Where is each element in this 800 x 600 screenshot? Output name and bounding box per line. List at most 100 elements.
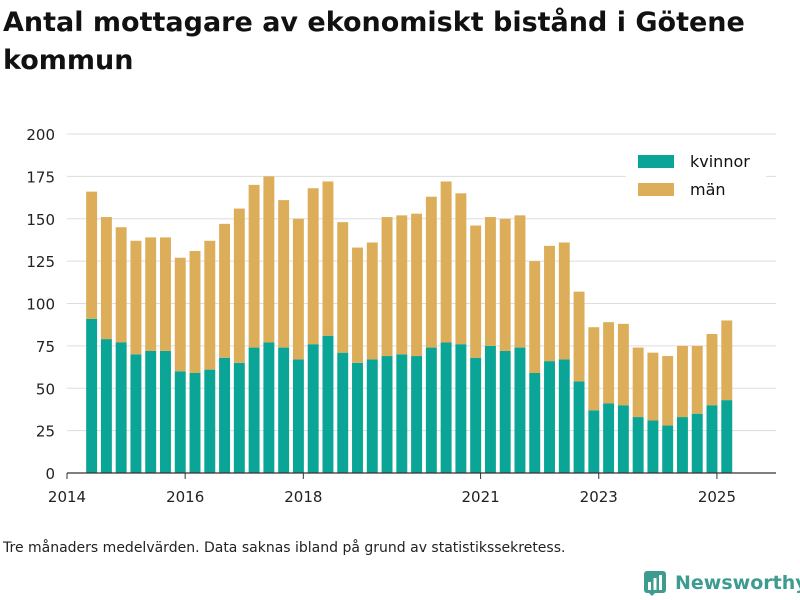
bar-man: [366, 242, 378, 360]
bar-man: [233, 208, 245, 363]
bar-kvinnor: [499, 350, 511, 473]
bar-kvinnor: [278, 347, 290, 473]
y-tick-label: 0: [45, 465, 55, 483]
bar-kvinnor: [219, 357, 231, 473]
y-tick-label: 100: [26, 296, 55, 314]
bar-man: [573, 291, 585, 382]
bar-man: [425, 196, 437, 348]
bar-kvinnor: [322, 335, 334, 473]
bar-kvinnor: [691, 413, 703, 473]
bars: [86, 176, 733, 473]
y-tick-label: 150: [26, 211, 55, 229]
bar-man: [514, 215, 526, 348]
x-tick-label: 2021: [461, 488, 499, 506]
bar-man: [470, 225, 482, 358]
bar-man: [381, 217, 393, 357]
bar-man: [484, 217, 496, 346]
bar-kvinnor: [706, 405, 718, 473]
bar-man: [337, 222, 349, 353]
y-tick-label: 200: [26, 126, 55, 144]
bar-kvinnor: [174, 371, 186, 473]
bar-kvinnor: [455, 344, 467, 473]
legend: kvinnor män: [626, 146, 766, 204]
bar-kvinnor: [352, 362, 363, 473]
bar-man: [617, 323, 629, 406]
bar-kvinnor: [233, 362, 245, 473]
brand-name: Newsworthy: [675, 572, 800, 594]
bar-man: [721, 320, 733, 401]
bar-man: [411, 213, 423, 357]
bar-man: [248, 184, 260, 348]
bar-kvinnor: [100, 339, 112, 473]
y-tick-label: 75: [36, 338, 55, 356]
bar-kvinnor: [662, 425, 674, 473]
bar-kvinnor: [337, 352, 349, 473]
bar-kvinnor: [130, 354, 142, 473]
bar-man: [544, 245, 555, 362]
legend-swatch: [638, 183, 674, 196]
bar-kvinnor: [292, 359, 304, 473]
bar-man: [322, 181, 334, 336]
y-tick-label: 125: [26, 253, 55, 271]
bar-man: [115, 227, 127, 343]
legend-swatch: [638, 155, 674, 168]
footnote: Tre månaders medelvärden. Data saknas ib…: [3, 540, 566, 556]
bar-man: [352, 247, 363, 363]
bar-kvinnor: [145, 350, 157, 473]
y-tick-label: 175: [26, 168, 55, 186]
y-tick-label: 25: [36, 423, 55, 441]
bar-kvinnor: [425, 347, 437, 473]
bar-man: [558, 242, 570, 360]
bar-man: [263, 176, 275, 343]
bar-man: [440, 181, 452, 343]
bar-man: [706, 334, 718, 406]
bar-kvinnor: [470, 357, 482, 473]
bar-man: [632, 347, 644, 418]
bar-kvinnor: [248, 347, 260, 473]
bar-kvinnor: [603, 403, 615, 473]
bar-kvinnor: [632, 417, 644, 473]
legend-label: kvinnor: [690, 152, 750, 171]
brand-logo[interactable]: Newsworthy: [643, 568, 800, 598]
bar-man: [396, 215, 408, 355]
bar-kvinnor: [411, 356, 423, 473]
bar-kvinnor: [440, 342, 452, 473]
bar-man: [307, 188, 319, 345]
bar-kvinnor: [558, 359, 570, 473]
bar-man: [160, 237, 171, 351]
bar-kvinnor: [204, 369, 216, 473]
bar-man: [499, 218, 511, 351]
bar-man: [219, 223, 231, 358]
x-tick-label: 2016: [166, 488, 204, 506]
bar-man: [145, 237, 157, 351]
bar-man: [662, 356, 674, 426]
bar-man: [189, 250, 201, 373]
bar-kvinnor: [307, 344, 319, 473]
x-tick-label: 2025: [698, 488, 736, 506]
newsworthy-bar-logo-icon: [644, 571, 666, 596]
bar-man: [529, 261, 541, 373]
bar-kvinnor: [484, 345, 496, 473]
bar-man: [100, 217, 112, 340]
bar-man: [603, 322, 615, 404]
bar-kvinnor: [366, 359, 378, 473]
x-tick-label: 2014: [48, 488, 86, 506]
x-tick-label: 2023: [580, 488, 618, 506]
axes: 0 25 50 75 100 125 150 175 200 2014 2016 2018 2021 20…: [26, 126, 776, 506]
bar-kvinnor: [588, 410, 600, 473]
bar-man: [691, 345, 703, 414]
bar-kvinnor: [86, 318, 98, 473]
bar-man: [292, 218, 304, 360]
bar-man: [676, 345, 688, 418]
bar-man: [204, 240, 216, 370]
bar-man: [588, 327, 600, 411]
bar-kvinnor: [396, 354, 408, 473]
bar-kvinnor: [263, 342, 275, 473]
bar-man: [647, 352, 659, 421]
bar-man: [130, 240, 142, 355]
bar-kvinnor: [160, 350, 171, 473]
bar-man: [174, 257, 186, 372]
bar-kvinnor: [381, 356, 393, 473]
bar-kvinnor: [676, 417, 688, 473]
